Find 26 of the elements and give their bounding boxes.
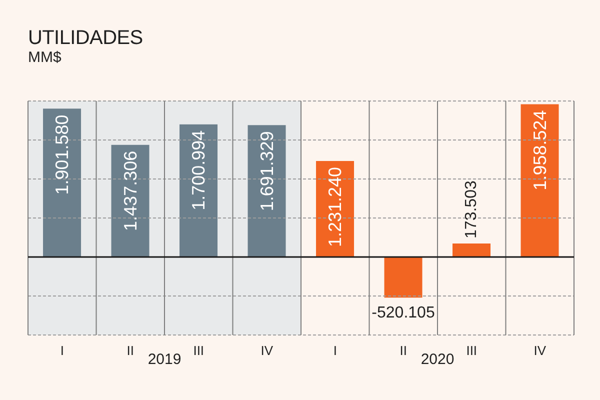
- text: 2020: [420, 351, 454, 368]
- x-tick-label: III: [193, 343, 204, 358]
- bar: [43, 108, 82, 257]
- data-label: -520.105: [372, 304, 435, 322]
- data-label: 1.958.524: [530, 110, 550, 190]
- x-tick-label: IV: [534, 343, 546, 358]
- x-tick-label: IV: [260, 343, 274, 358]
- bar: [452, 243, 491, 257]
- x-tick-label: III: [466, 343, 478, 358]
- data-label: 173.503: [463, 180, 480, 238]
- text: 2019: [148, 351, 182, 368]
- x-tick-label: I: [333, 343, 337, 358]
- bar: [248, 125, 286, 257]
- chart-title: UTILIDADES: [28, 27, 143, 49]
- data-label: 1.231.240: [325, 166, 346, 248]
- data-label: 1.901.580: [52, 114, 72, 195]
- data-label: 1.691.329: [256, 131, 277, 212]
- chart-subtitle: MM$: [28, 49, 62, 66]
- x-tick-label: II: [400, 343, 407, 358]
- x-tick-label: II: [126, 343, 134, 358]
- data-label: 1.437.306: [120, 150, 140, 231]
- data-label: 1.700.994: [188, 130, 209, 210]
- x-tick-label: I: [60, 343, 64, 358]
- bar: [520, 104, 559, 257]
- bar: [180, 124, 218, 257]
- bar: [384, 257, 422, 298]
